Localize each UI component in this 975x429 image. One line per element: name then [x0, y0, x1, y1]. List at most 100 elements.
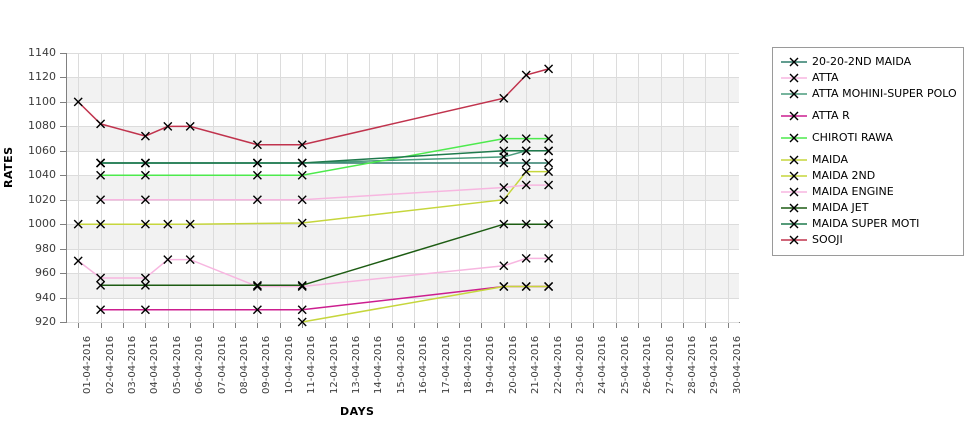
legend-item[interactable]: MAIDA 2ND [773, 168, 963, 184]
data-point-marker [96, 158, 106, 168]
x-tick-mark [549, 323, 550, 328]
data-point-marker [521, 282, 531, 292]
data-point-marker [544, 167, 554, 177]
legend-item[interactable]: MAIDA ENGINE [773, 184, 963, 200]
gridline-vertical [392, 53, 393, 322]
y-axis-title: RATES [2, 146, 15, 188]
x-tick-label: 05-04-2016 [171, 335, 183, 394]
gridline-horizontal [67, 126, 739, 127]
y-tick-mark [60, 151, 66, 152]
x-tick-mark [437, 323, 438, 328]
x-tick-mark [369, 323, 370, 328]
data-point-marker [140, 280, 150, 290]
x-tick-label: 09-04-2016 [261, 335, 273, 394]
x-tick-label: 08-04-2016 [239, 335, 250, 394]
data-point-marker [499, 261, 509, 271]
data-point-marker [140, 131, 150, 141]
x-tick-mark [145, 323, 146, 328]
legend-item[interactable]: 20-20-2ND MAIDA [773, 54, 963, 70]
y-tick-label: 1100 [28, 94, 56, 108]
plot-band [67, 77, 739, 102]
data-point-marker [96, 195, 106, 205]
legend-item[interactable]: ATTA R [773, 108, 963, 124]
x-tick-mark [190, 323, 191, 328]
data-point-marker [252, 195, 262, 205]
data-point-marker [521, 253, 531, 263]
gridline-horizontal [67, 151, 739, 152]
data-point-marker [521, 134, 531, 144]
gridline-horizontal [67, 77, 739, 78]
chart-legend: 20-20-2ND MAIDA ATTA ATTA MOHINI-SUPER POL… [772, 47, 964, 256]
data-point-marker [297, 317, 307, 327]
x-tick-mark [280, 323, 281, 328]
gridline-vertical [145, 53, 146, 322]
x-tick-mark [123, 323, 124, 328]
x-tick-mark [78, 323, 79, 328]
data-point-marker [544, 282, 554, 292]
legend-item[interactable]: MAIDA JET [773, 200, 963, 216]
data-point-marker [73, 256, 83, 266]
legend-item[interactable]: ATTA MOHINI-SUPER POLO [773, 86, 963, 102]
data-point-marker [96, 273, 106, 283]
data-point-marker [297, 280, 307, 290]
x-tick-label: 15-04-2016 [395, 335, 407, 394]
data-point-marker [544, 158, 554, 168]
gridline-vertical [78, 53, 79, 322]
x-tick-mark [101, 323, 102, 328]
x-tick-label: 01-04-2016 [82, 335, 94, 394]
y-tick-mark [60, 175, 66, 176]
legend-item[interactable]: MAIDA SUPER MOTI [773, 216, 963, 232]
x-tick-label: 30-04-2016 [731, 335, 743, 394]
x-tick-label: 03-04-2016 [127, 335, 138, 394]
data-point-marker [252, 282, 262, 292]
data-point-marker [544, 64, 554, 74]
x-tick-label: 11-04-2016 [306, 335, 318, 394]
x-tick-label: 10-04-2016 [283, 335, 295, 394]
data-point-marker [521, 146, 531, 156]
data-point-marker [544, 146, 554, 156]
data-point-marker [544, 134, 554, 144]
x-tick-label: 29-04-2016 [709, 335, 721, 394]
legend-item[interactable]: MAIDA [773, 152, 963, 168]
series-atta [73, 253, 554, 292]
legend-marker-icon [781, 55, 807, 69]
gridline-vertical [481, 53, 482, 322]
x-tick-label: 13-04-2016 [351, 335, 362, 394]
y-tick-label: 960 [35, 266, 56, 280]
data-point-marker [499, 282, 509, 292]
series-atta-mohini-super-polo [96, 146, 554, 168]
y-tick-mark [60, 53, 66, 54]
x-tick-label: 17-04-2016 [440, 335, 452, 394]
legend-label: MAIDA JET [812, 201, 869, 214]
data-point-marker [140, 219, 150, 229]
data-point-marker [297, 158, 307, 168]
x-tick-label: 02-04-2016 [104, 335, 116, 394]
plot-area [67, 53, 739, 327]
y-tick-mark [60, 322, 66, 323]
gridline-vertical [661, 53, 662, 322]
gridline-vertical [369, 53, 370, 322]
x-tick-label: 27-04-2016 [664, 335, 676, 394]
series-atta-r [96, 282, 554, 315]
x-tick-mark [347, 323, 348, 328]
x-tick-label: 14-04-2016 [373, 335, 385, 394]
x-tick-mark [168, 323, 169, 328]
legend-marker-icon [781, 71, 807, 85]
legend-item[interactable]: CHIROTI RAWA [773, 130, 963, 146]
gridline-vertical [459, 53, 460, 322]
legend-label: MAIDA 2ND [812, 169, 876, 182]
x-tick-label: 26-04-2016 [642, 335, 654, 394]
legend-item[interactable]: SOOJI [773, 232, 963, 248]
data-point-marker [252, 140, 262, 150]
x-tick-label: 25-04-2016 [619, 335, 631, 394]
legend-item[interactable]: ATTA [773, 70, 963, 86]
x-tick-mark [728, 323, 729, 328]
data-point-marker [499, 195, 509, 205]
data-point-marker [297, 218, 307, 228]
y-tick-label: 1020 [28, 192, 56, 206]
gridline-vertical [257, 53, 258, 322]
gridline-vertical [347, 53, 348, 322]
x-tick-label: 06-04-2016 [194, 335, 206, 394]
data-point-marker [96, 305, 106, 315]
data-point-marker [140, 158, 150, 168]
